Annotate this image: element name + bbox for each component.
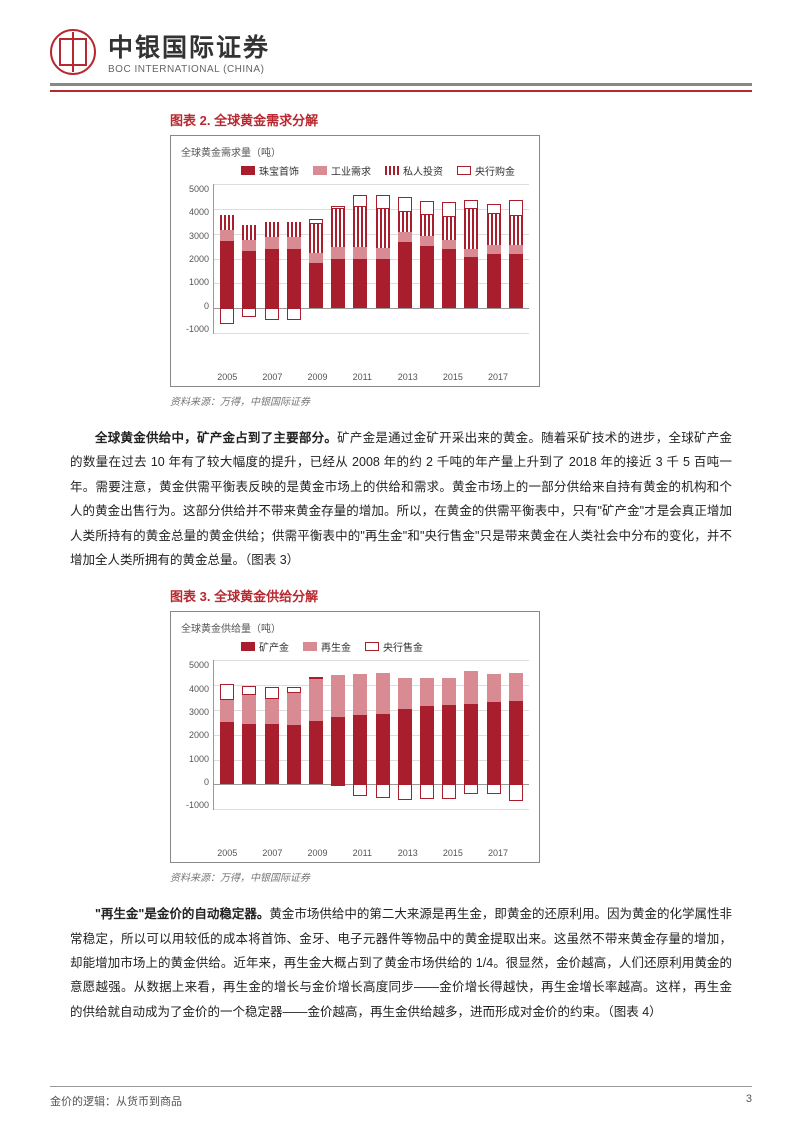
brand-en: BOC INTERNATIONAL (CHINA) [108,64,270,75]
chart2: 全球黄金需求量（吨） 珠宝首饰 工业需求 私人投资 央行购金 500040003… [170,135,540,387]
chart2-xaxis: 2005200720092011201320152017 [181,372,529,382]
rule-red [50,90,752,92]
content: 图表 2. 全球黄金需求分解 全球黄金需求量（吨） 珠宝首饰 工业需求 私人投资… [0,110,802,1024]
chart3: 全球黄金供给量（吨） 矿产金 再生金 央行售金 5000400030002000… [170,611,540,863]
brand: 中银国际证券 BOC INTERNATIONAL (CHINA) [108,28,270,75]
brand-cn: 中银国际证券 [108,28,270,64]
chart3-xaxis: 2005200720092011201320152017 [181,848,529,858]
header: 中银国际证券 BOC INTERNATIONAL (CHINA) [0,0,802,83]
para2: "再生金"是金价的自动稳定器。黄金市场供给中的第二大来源是再生金，即黄金的还原利… [70,902,732,1024]
chart2-title: 图表 2. 全球黄金需求分解 [170,110,732,129]
chart3-yaxis: 500040003000200010000-1000 [181,660,213,810]
footer-right: 3 [746,1093,752,1109]
chart3-source: 资料来源：万得，中银国际证券 [170,869,732,884]
footer-left: 金价的逻辑：从货币到商品 [50,1093,182,1109]
chart3-ytitle: 全球黄金供给量（吨） [181,620,529,635]
para1: 全球黄金供给中，矿产金占到了主要部分。矿产金是通过金矿开采出来的黄金。随着采矿技… [70,426,732,572]
chart2-source: 资料来源：万得，中银国际证券 [170,393,732,408]
chart3-legend: 矿产金 再生金 央行售金 [181,639,529,654]
chart3-title: 图表 3. 全球黄金供给分解 [170,586,732,605]
chart2-legend: 珠宝首饰 工业需求 私人投资 央行购金 [181,163,529,178]
chart2-ytitle: 全球黄金需求量（吨） [181,144,529,159]
chart2-yaxis: 500040003000200010000-1000 [181,184,213,334]
chart3-bars [213,660,529,810]
chart2-bars [213,184,529,334]
rule-grey [50,83,752,86]
boc-logo [50,29,96,75]
footer: 金价的逻辑：从货币到商品 3 [50,1086,752,1109]
